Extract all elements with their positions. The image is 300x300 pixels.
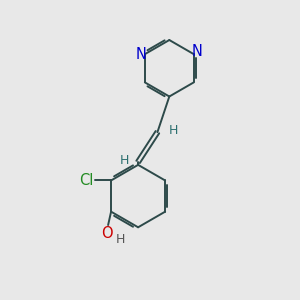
Text: H: H — [120, 154, 129, 167]
Text: H: H — [115, 233, 125, 246]
Text: N: N — [192, 44, 203, 59]
Text: O: O — [101, 226, 112, 242]
Text: N: N — [136, 47, 147, 62]
Text: Cl: Cl — [79, 173, 93, 188]
Text: H: H — [169, 124, 178, 137]
